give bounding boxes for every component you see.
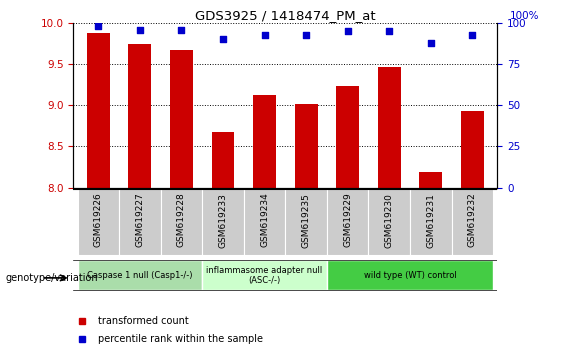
Text: GSM619233: GSM619233 xyxy=(219,193,228,247)
Bar xyxy=(378,67,401,188)
Text: GSM619231: GSM619231 xyxy=(426,193,435,247)
Bar xyxy=(119,189,160,255)
Point xyxy=(426,40,435,46)
Point xyxy=(302,32,311,38)
Text: wild type (WT) control: wild type (WT) control xyxy=(364,271,457,280)
Bar xyxy=(128,44,151,188)
Text: 100%: 100% xyxy=(510,11,540,21)
Bar xyxy=(202,260,327,290)
Point xyxy=(343,28,352,34)
Point xyxy=(136,27,145,33)
Bar xyxy=(87,33,110,188)
Point xyxy=(385,28,394,34)
Bar xyxy=(211,132,234,188)
Text: percentile rank within the sample: percentile rank within the sample xyxy=(98,334,263,344)
Bar xyxy=(419,172,442,188)
Text: transformed count: transformed count xyxy=(98,316,189,326)
Point xyxy=(219,37,228,42)
Point xyxy=(468,32,477,38)
Bar xyxy=(160,189,202,255)
Text: GSM619232: GSM619232 xyxy=(468,193,477,247)
Bar xyxy=(170,50,193,188)
Bar xyxy=(77,260,202,290)
Bar xyxy=(368,189,410,255)
Point xyxy=(260,32,269,38)
Point xyxy=(94,23,103,29)
Point xyxy=(177,27,186,33)
Bar xyxy=(285,189,327,255)
Text: GSM619228: GSM619228 xyxy=(177,193,186,247)
Text: genotype/variation: genotype/variation xyxy=(6,273,98,283)
Text: GSM619235: GSM619235 xyxy=(302,193,311,247)
Text: GSM619226: GSM619226 xyxy=(94,193,103,247)
Text: inflammasome adapter null
(ASC-/-): inflammasome adapter null (ASC-/-) xyxy=(206,266,323,285)
Bar xyxy=(410,189,451,255)
Bar xyxy=(295,104,318,188)
Bar xyxy=(77,189,119,255)
Bar xyxy=(327,260,493,290)
Text: GSM619227: GSM619227 xyxy=(136,193,145,247)
Bar xyxy=(202,189,244,255)
Bar xyxy=(461,111,484,188)
Text: GSM619229: GSM619229 xyxy=(343,193,352,247)
Bar xyxy=(327,189,368,255)
Text: GSM619234: GSM619234 xyxy=(260,193,269,247)
Bar xyxy=(253,95,276,188)
Title: GDS3925 / 1418474_PM_at: GDS3925 / 1418474_PM_at xyxy=(195,9,376,22)
Bar xyxy=(336,86,359,188)
Bar xyxy=(451,189,493,255)
Bar xyxy=(244,189,285,255)
Text: GSM619230: GSM619230 xyxy=(385,193,394,247)
Text: Caspase 1 null (Casp1-/-): Caspase 1 null (Casp1-/-) xyxy=(87,271,193,280)
